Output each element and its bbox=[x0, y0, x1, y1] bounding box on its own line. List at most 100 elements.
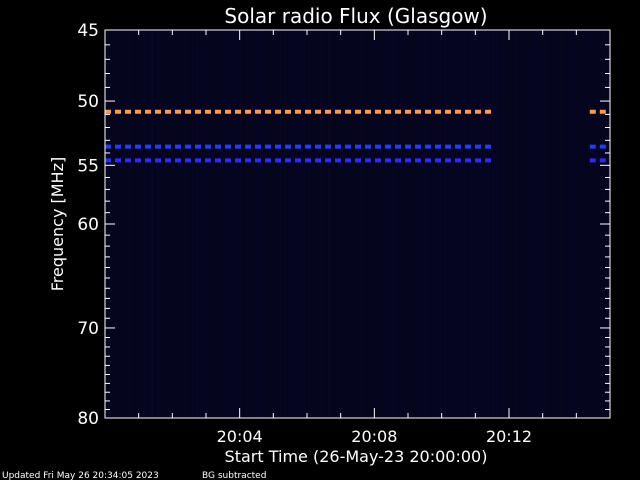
field-streak bbox=[174, 30, 175, 418]
field-streak bbox=[200, 30, 201, 418]
field-streak bbox=[376, 30, 377, 418]
field-streak bbox=[252, 30, 253, 418]
field-streak bbox=[484, 30, 485, 418]
field-streak bbox=[280, 30, 281, 418]
field-streak bbox=[524, 30, 525, 418]
x-tick-label: 20:04 bbox=[217, 427, 263, 446]
field-streak bbox=[312, 30, 313, 418]
field-streak bbox=[566, 30, 567, 418]
field-streak bbox=[516, 30, 517, 418]
field-streak bbox=[126, 30, 127, 418]
x-tick-label: 20:08 bbox=[351, 427, 397, 446]
y-tick-label: 70 bbox=[77, 319, 99, 339]
field-streak bbox=[328, 30, 329, 418]
field-streak bbox=[576, 30, 577, 418]
field-streak bbox=[438, 30, 439, 418]
field-streak bbox=[496, 30, 497, 418]
field-streak bbox=[186, 30, 187, 418]
interference-lines bbox=[105, 109, 610, 163]
y-tick-label: 60 bbox=[77, 215, 99, 235]
field-streak bbox=[532, 30, 533, 418]
field-streak bbox=[300, 30, 301, 418]
field-streak bbox=[302, 30, 303, 418]
field-streak bbox=[134, 30, 135, 418]
field-streak bbox=[140, 30, 141, 418]
field-streak bbox=[518, 30, 519, 418]
field-streak bbox=[320, 30, 321, 418]
field-streak bbox=[136, 30, 137, 418]
field-streak bbox=[552, 30, 553, 418]
field-streak bbox=[370, 30, 371, 418]
field-streak bbox=[318, 30, 319, 418]
field-streak bbox=[472, 30, 473, 418]
field-streak bbox=[450, 30, 451, 418]
field-streak bbox=[194, 30, 195, 418]
field-streak bbox=[588, 30, 589, 418]
field-streak bbox=[346, 30, 347, 418]
field-streak bbox=[510, 30, 511, 418]
field-streak bbox=[596, 30, 597, 418]
field-streak bbox=[296, 30, 297, 418]
field-streak bbox=[404, 30, 405, 418]
field-streak bbox=[288, 30, 289, 418]
field-streak bbox=[314, 30, 315, 418]
field-streak bbox=[374, 30, 375, 418]
field-streak bbox=[454, 30, 455, 418]
field-streak bbox=[390, 30, 391, 418]
field-streak bbox=[442, 30, 443, 418]
field-streak bbox=[198, 30, 199, 418]
field-streak bbox=[184, 30, 185, 418]
field-streak bbox=[132, 30, 133, 418]
field-streak bbox=[164, 30, 165, 418]
field-streak bbox=[120, 30, 121, 418]
field-streak bbox=[550, 30, 551, 418]
y-axis-label: Frequency [MHz] bbox=[48, 157, 67, 291]
field-streak bbox=[498, 30, 499, 418]
field-streak bbox=[406, 30, 407, 418]
field-streak bbox=[428, 30, 429, 418]
field-streak bbox=[488, 30, 489, 418]
field-streak bbox=[298, 30, 299, 418]
field-streak bbox=[462, 30, 463, 418]
field-streak bbox=[246, 30, 247, 418]
field-streak bbox=[292, 30, 293, 418]
field-streak bbox=[178, 30, 179, 418]
field-streak bbox=[148, 30, 149, 418]
field-streak bbox=[228, 30, 229, 418]
field-streak bbox=[344, 30, 345, 418]
field-streak bbox=[250, 30, 251, 418]
field-streak bbox=[522, 30, 523, 418]
field-streak bbox=[266, 30, 267, 418]
field-streak bbox=[216, 30, 217, 418]
field-streak bbox=[580, 30, 581, 418]
field-streak bbox=[232, 30, 233, 418]
field-streak bbox=[188, 30, 189, 418]
field-streak bbox=[560, 30, 561, 418]
field-streak bbox=[584, 30, 585, 418]
field-streak bbox=[286, 30, 287, 418]
field-streak bbox=[466, 30, 467, 418]
field-streak bbox=[536, 30, 537, 418]
field-streak bbox=[414, 30, 415, 418]
field-streak bbox=[574, 30, 575, 418]
field-streak bbox=[124, 30, 125, 418]
field-streak bbox=[420, 30, 421, 418]
field-streak bbox=[180, 30, 181, 418]
field-streak bbox=[568, 30, 569, 418]
field-streak bbox=[572, 30, 573, 418]
field-streak bbox=[506, 30, 507, 418]
field-streak bbox=[150, 30, 151, 418]
field-streak bbox=[118, 30, 119, 418]
field-streak bbox=[358, 30, 359, 418]
x-axis: 20:04 20:08 20:12 bbox=[138, 30, 577, 446]
field-streak bbox=[396, 30, 397, 418]
field-streak bbox=[146, 30, 147, 418]
field-streak bbox=[382, 30, 383, 418]
field-streak bbox=[172, 30, 173, 418]
field-streak bbox=[598, 30, 599, 418]
field-streak bbox=[502, 30, 503, 418]
field-streak bbox=[554, 30, 555, 418]
field-streak bbox=[138, 30, 139, 418]
field-streak bbox=[480, 30, 481, 418]
field-streak bbox=[362, 30, 363, 418]
